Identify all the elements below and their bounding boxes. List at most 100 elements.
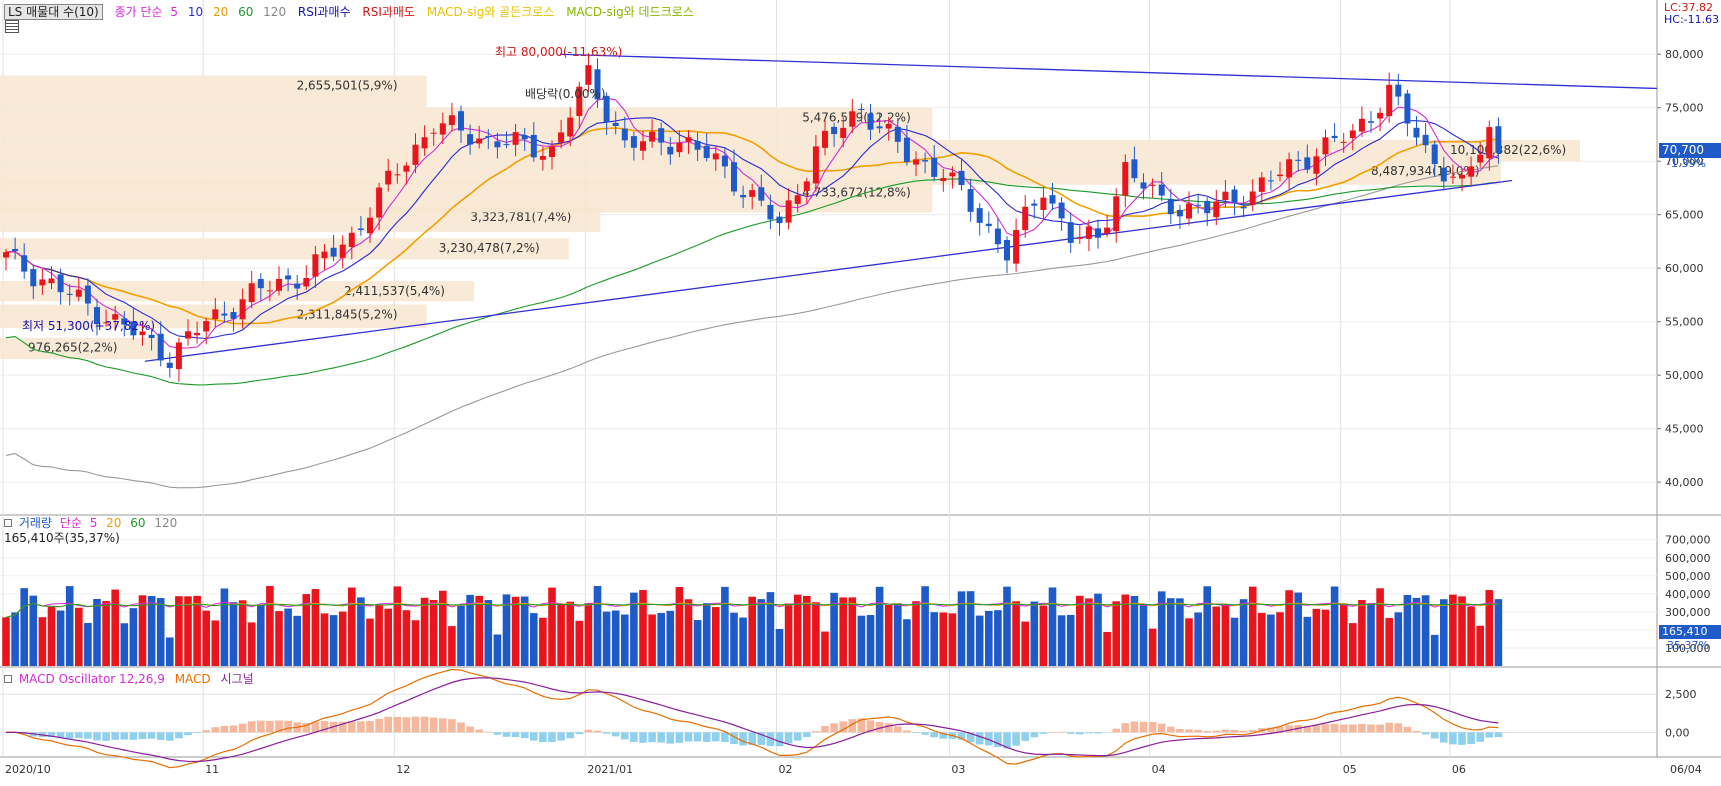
volume-bar — [321, 613, 329, 666]
volume-bar — [657, 613, 665, 666]
volume-bar — [1367, 604, 1375, 666]
volume-bar — [721, 587, 729, 666]
volume-bar — [412, 620, 420, 666]
macd-oscillator-bar — [1012, 732, 1020, 745]
candle-body — [731, 162, 737, 191]
candle-body — [440, 123, 446, 134]
volume-bar — [803, 596, 811, 666]
macd-oscillator-bar — [603, 732, 611, 733]
volume-bar — [439, 591, 447, 666]
macd-oscillator-bar — [394, 717, 402, 732]
volume-tick-label: 700,000 — [1665, 534, 1711, 547]
volume-bar — [39, 617, 47, 666]
macd-golden-legend: MACD-sig와 골든크로스 — [427, 5, 555, 19]
volume-bar — [1140, 604, 1148, 666]
price-tick-label: 40,000 — [1665, 476, 1704, 489]
candle-body — [1050, 195, 1056, 203]
x-tick-label: 2020/10 — [5, 763, 51, 776]
macd-oscillator-bar — [366, 721, 374, 732]
candle-body — [504, 144, 510, 145]
volume-bar — [1240, 599, 1248, 666]
macd-oscillator-bar — [657, 732, 665, 742]
candle-body — [1059, 203, 1065, 219]
volume-bar — [1185, 618, 1193, 666]
volume-bar — [1003, 587, 1011, 666]
volume-legend-marker — [4, 519, 12, 527]
volume-ma120-legend: 120 — [154, 516, 177, 530]
macd-oscillator-bar — [694, 732, 702, 741]
macd-oscillator-bar — [1231, 730, 1239, 732]
volume-bar — [521, 597, 529, 666]
volume-bar — [1058, 615, 1066, 666]
macd-oscillator-bar — [1167, 727, 1175, 733]
macd-oscillator-bar — [266, 721, 274, 732]
price-tick-label: 65,000 — [1665, 209, 1704, 222]
candle-body — [367, 218, 373, 234]
macd-oscillator-bar — [776, 732, 784, 746]
candle-body — [1459, 175, 1465, 178]
candle-body — [713, 154, 719, 160]
volume-bar — [421, 598, 429, 666]
ma10-legend: 10 — [188, 5, 203, 19]
macd-oscillator-bar — [1040, 732, 1048, 733]
macd-oscillator-bar — [139, 732, 147, 739]
candle-body — [1177, 210, 1183, 216]
candle-body — [977, 208, 983, 223]
volume-legend-title: 거래량 — [19, 516, 52, 530]
candle-body — [1086, 226, 1092, 238]
price-legend: LS 매물대 수(10) 종가 단순 5 10 20 60 120 RSI과매수… — [4, 3, 702, 20]
volume-bar — [339, 612, 347, 666]
macd-oscillator-bar — [121, 732, 129, 739]
macd-oscillator-bar — [1385, 723, 1393, 733]
volume-bar — [785, 603, 793, 666]
volume-bar — [494, 634, 502, 666]
volume-bar — [1476, 626, 1484, 666]
candle-body — [849, 111, 855, 126]
candle-body — [76, 290, 82, 297]
volume-bar — [1249, 587, 1257, 666]
volume-bar — [958, 591, 966, 666]
volume-bar — [102, 601, 110, 666]
macd-dead-legend: MACD-sig와 데드크로스 — [566, 5, 694, 19]
candle-body — [667, 147, 673, 155]
candle-body — [85, 286, 91, 304]
volume-profile-label: 5,476,579(12,2%) — [802, 111, 911, 125]
volume-bar — [530, 613, 538, 666]
volume-profile-label: 2,311,845(5,2%) — [297, 308, 398, 322]
candle-body — [922, 160, 928, 161]
volume-bar — [284, 609, 292, 666]
chart-title[interactable]: LS 매물대 수(10) — [4, 4, 103, 20]
price-tick-label: 80,000 — [1665, 48, 1704, 61]
volume-bar — [1285, 590, 1293, 666]
candle-body — [494, 141, 500, 147]
candle-body — [185, 331, 191, 338]
macd-oscillator-bar — [130, 732, 138, 740]
macd-oscillator-bar — [739, 732, 747, 745]
high-annotation: 최고 80,000(-11,63%) — [495, 45, 622, 59]
candle-body — [522, 135, 528, 139]
candle-body — [631, 136, 637, 148]
candle-body — [431, 133, 437, 134]
volume-bar — [1385, 618, 1393, 666]
candle-body — [913, 159, 919, 164]
candle-body — [676, 143, 682, 152]
volume-bar — [11, 612, 19, 666]
volume-bar — [967, 591, 975, 666]
macd-oscillator-bar — [548, 732, 556, 742]
settings-icon[interactable] — [5, 20, 19, 33]
candle-body — [567, 118, 573, 137]
candle-body — [959, 171, 965, 185]
volume-bar — [157, 598, 165, 666]
volume-bar — [1021, 622, 1029, 666]
candle-body — [294, 284, 300, 289]
candle-body — [795, 195, 801, 204]
volume-profile-label: 3,230,478(7,2%) — [439, 241, 540, 255]
candle-body — [540, 156, 546, 160]
candle-body — [549, 146, 555, 157]
candle-body — [276, 279, 282, 291]
volume-bar — [1467, 607, 1475, 666]
macd-oscillator-bar — [1367, 725, 1375, 733]
volume-bar — [1440, 599, 1448, 666]
